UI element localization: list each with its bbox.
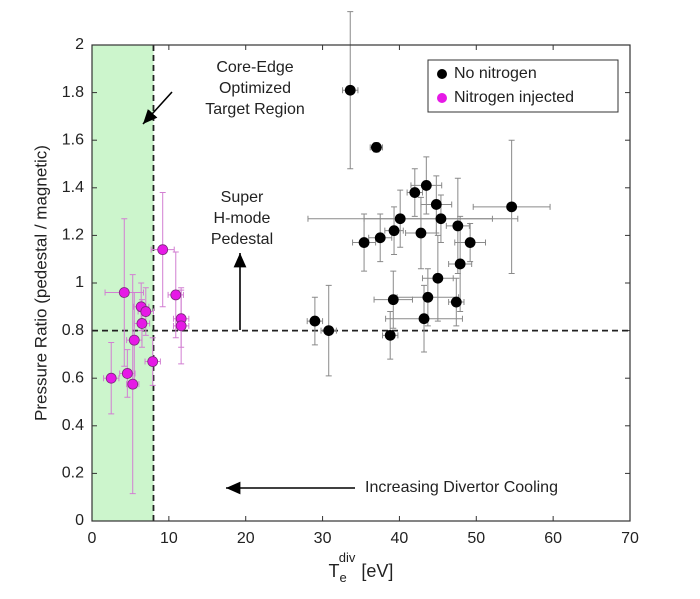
point [387,294,399,306]
point [128,334,140,346]
point [105,372,117,384]
point [309,315,321,327]
point [147,356,159,367]
point [344,84,356,96]
x-tick-label: 60 [544,530,562,547]
plot-area [91,11,631,522]
y-tick-label: 1.8 [62,84,84,101]
y-axis-label: Pressure Ratio (pedestal / magnetic) [31,145,50,421]
point [432,272,444,284]
y-tick-label: 0.8 [62,322,84,339]
x-tick-label: 70 [621,530,639,547]
point [358,237,370,248]
point [422,291,434,303]
legend-label: Nitrogen injected [454,89,574,106]
legend-marker [437,93,447,103]
point [175,320,187,332]
point [394,213,406,225]
annotation: Optimized [219,80,291,97]
x-tick-label: 0 [88,530,97,547]
point [454,258,466,270]
annotation: H-mode [214,210,271,227]
point [118,287,130,298]
x-axis-label-part: T [329,561,340,581]
y-tick-label: 1.4 [62,179,84,196]
annotation: Core-Edge [216,59,293,76]
annotation: Increasing Divertor Cooling [365,479,558,496]
point [450,296,462,308]
y-tick-label: 2 [75,36,84,53]
point [370,141,382,153]
point [452,220,464,232]
y-tick-label: 1.2 [62,227,84,244]
point [464,237,476,248]
point [323,325,335,337]
point [157,244,169,256]
x-axis-label-part: e [340,570,347,585]
annotation: Super [221,189,264,206]
point [506,201,518,213]
arrow [142,91,173,125]
x-tick-label: 10 [160,530,178,547]
legend-label: No nitrogen [454,65,537,82]
y-tick-label: 1 [75,274,84,291]
y-tick-label: 0.4 [62,417,84,434]
x-tick-label: 30 [314,530,332,547]
point [430,199,442,210]
point [409,187,421,198]
point [388,225,400,237]
annotation: Pedestal [211,231,273,248]
point [418,313,430,325]
y-tick-label: 1.6 [62,131,84,148]
x-axis-label-part: div [339,550,356,565]
annotation: Target Region [205,101,305,118]
y-tick-label: 0 [75,512,84,529]
legend-marker [437,69,447,79]
point [435,213,447,225]
x-axis-label: Te div [eV] [329,550,394,585]
point [420,180,432,191]
legend-box [427,59,619,113]
x-axis-label-part: [eV] [361,561,393,581]
point [140,306,152,317]
point [170,289,182,301]
point [136,318,148,329]
x-tick-label: 40 [391,530,409,547]
x-tick-label: 50 [467,530,485,547]
y-tick-label: 0.2 [62,465,84,482]
point [374,232,386,244]
point [384,329,396,341]
point [127,378,139,390]
target-region [92,45,154,521]
point [121,368,133,379]
plot-frame [91,44,631,522]
point [415,227,427,239]
x-tick-label: 20 [237,530,255,547]
y-tick-label: 0.6 [62,369,84,386]
